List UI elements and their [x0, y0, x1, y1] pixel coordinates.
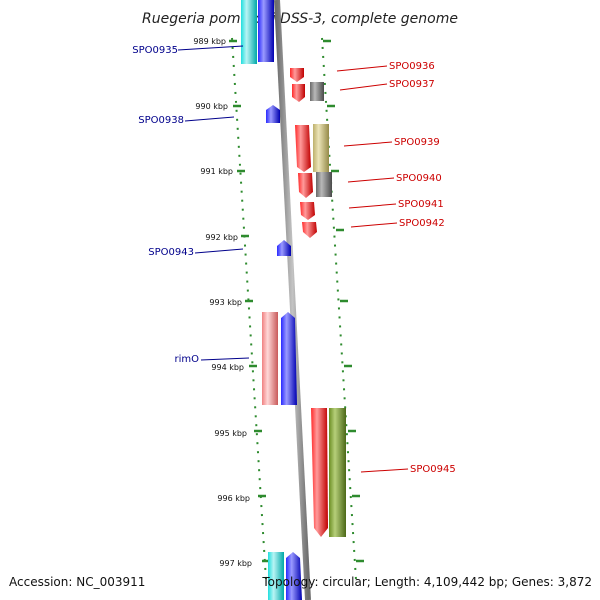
gene-bottom-blue[interactable] — [286, 552, 302, 600]
label-SPO0936[interactable]: SPO0936 — [389, 61, 435, 72]
kbp-label: 992 kbp — [205, 233, 238, 242]
label-leaders — [177, 45, 409, 473]
minus-strand-genes — [241, 0, 302, 600]
gene-SPO0936[interactable] — [290, 68, 304, 82]
label-SPO0939[interactable]: SPO0939 — [394, 137, 440, 148]
summary-text: Topology: circular; Length: 4,109,442 bp… — [261, 575, 592, 589]
gene-rimO[interactable] — [281, 312, 297, 405]
kbp-label: 995 kbp — [214, 429, 247, 438]
map-title: Ruegeria pomeroyi DSS-3, complete genome — [142, 11, 458, 27]
gene-SPO0940-red[interactable] — [298, 173, 313, 198]
left-ruler-dots — [231, 37, 267, 581]
label-SPO0942[interactable]: SPO0942 — [399, 218, 445, 229]
gene-SPO0941[interactable] — [300, 202, 315, 220]
gene-SPO0942[interactable] — [302, 222, 317, 238]
accession-text: Accession: NC_003911 — [9, 575, 145, 589]
kbp-label: 993 kbp — [209, 298, 242, 307]
kbp-label: 996 kbp — [217, 494, 250, 503]
gene-bottom-cyan[interactable] — [268, 552, 284, 600]
label-SPO0937[interactable]: SPO0937 — [389, 79, 435, 90]
gene-SPO0938[interactable] — [266, 105, 280, 123]
label-SPO0938[interactable]: SPO0938 — [138, 115, 184, 126]
kbp-label: 991 kbp — [200, 167, 233, 176]
gene-SPO0935[interactable] — [241, 0, 257, 64]
gene-SPO0940[interactable] — [316, 172, 332, 197]
label-SPO0935[interactable]: SPO0935 — [132, 45, 178, 56]
plus-labels: SPO0936 SPO0937 SPO0939 SPO0940 SPO0941 … — [389, 61, 456, 475]
plus-strand-genes — [290, 68, 346, 537]
kbp-label: 990 kbp — [195, 102, 228, 111]
gene-SPO0943[interactable] — [277, 240, 291, 256]
label-SPO0940[interactable]: SPO0940 — [396, 173, 442, 184]
gene-SPO0939-red[interactable] — [295, 125, 311, 172]
kbp-label: 997 kbp — [219, 559, 252, 568]
kbp-label: 989 kbp — [193, 37, 226, 46]
gene-SPO0939[interactable] — [313, 124, 329, 172]
gene-SPO0945[interactable] — [329, 408, 346, 537]
minus-labels: SPO0935 SPO0938 SPO0943 rimO — [132, 45, 199, 365]
label-rimO[interactable]: rimO — [174, 354, 199, 365]
label-SPO0945[interactable]: SPO0945 — [410, 464, 456, 475]
label-SPO0943[interactable]: SPO0943 — [148, 247, 194, 258]
kbp-label: 994 kbp — [211, 363, 244, 372]
gene-SPO0935-blue[interactable] — [258, 0, 274, 62]
gene-SPO0937[interactable] — [310, 82, 324, 101]
scale-ticks: 989 kbp 990 kbp 991 kbp 992 kbp 993 kbp … — [193, 37, 364, 568]
gene-rimO-pink[interactable] — [262, 312, 278, 405]
gene-SPO0937-red[interactable] — [292, 84, 305, 102]
label-SPO0941[interactable]: SPO0941 — [398, 199, 444, 210]
gene-SPO0945-red[interactable] — [311, 408, 328, 537]
genome-backbone — [274, 0, 311, 600]
